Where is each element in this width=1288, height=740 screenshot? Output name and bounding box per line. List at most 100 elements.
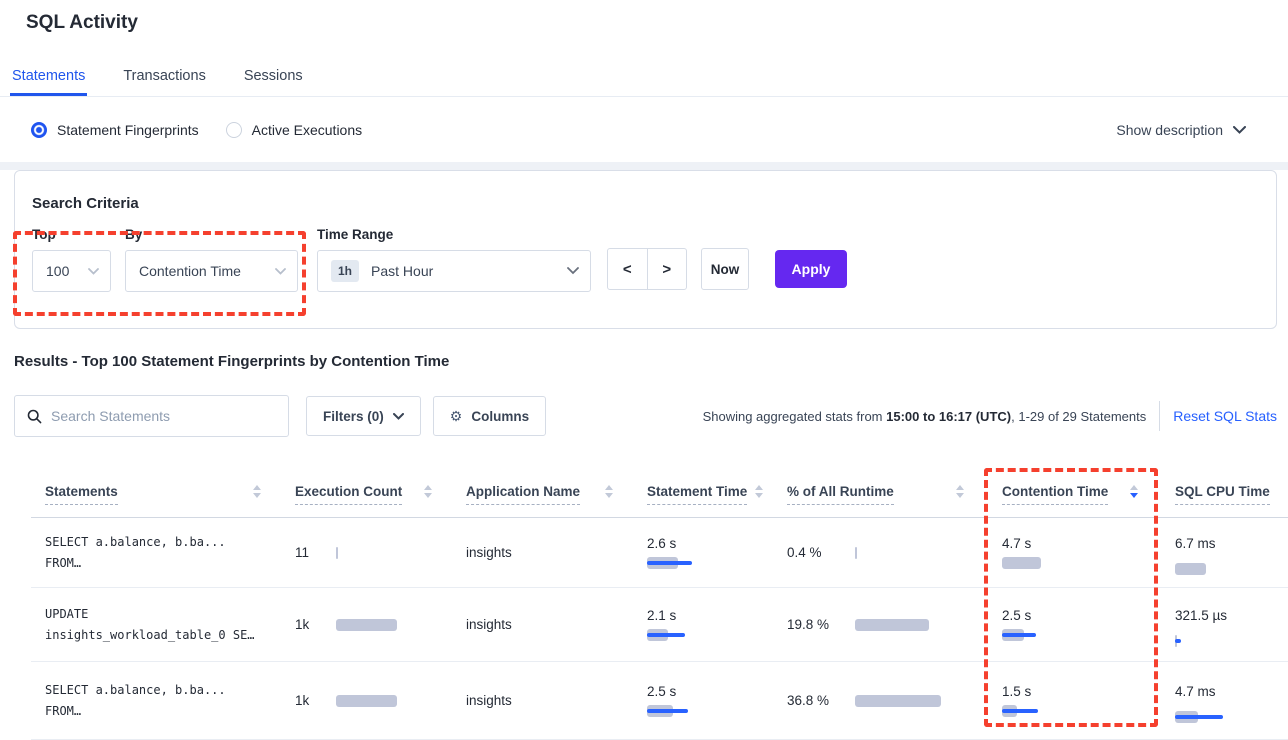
top-group: Top 100 <box>32 227 125 292</box>
column-header-contention-time[interactable]: Contention Time <box>984 484 1158 517</box>
search-criteria-controls: Top 100 By Contention Time Time Range 1h… <box>32 227 847 292</box>
runtime-pct-bar <box>855 546 965 559</box>
results-toolbar: Filters (0) ⚙ Columns Showing aggregated… <box>14 395 1277 437</box>
statement-time-cell: 2.6 s <box>633 518 773 587</box>
table-row: SELECT a.balance, b.ba... FROM… 1k insig… <box>31 662 1288 740</box>
statement-cell[interactable]: SELECT a.balance, b.ba... FROM… <box>45 534 226 570</box>
execution-count-bar <box>336 546 438 559</box>
by-label: By <box>125 227 143 242</box>
tab-transactions[interactable]: Transactions <box>123 67 206 84</box>
contention-time-cell: 1.5 s <box>984 662 1158 739</box>
radio-active-executions[interactable]: Active Executions <box>225 121 362 138</box>
showing-stats-text: Showing aggregated stats from 15:00 to 1… <box>702 408 1147 424</box>
execution-count-cell: 1k <box>281 588 452 661</box>
by-select[interactable]: Contention Time <box>125 250 298 292</box>
sql-cpu-time-bar <box>1175 562 1285 575</box>
statement-time-cell: 2.5 s <box>633 662 773 739</box>
filters-button-label: Filters (0) <box>323 408 384 424</box>
sql-cpu-time-cell: 6.7 ms <box>1158 518 1288 587</box>
filters-button[interactable]: Filters (0) <box>306 396 421 436</box>
runtime-pct-bar <box>855 618 965 631</box>
sort-icon[interactable] <box>605 485 613 498</box>
chevron-left-icon: < <box>622 260 632 278</box>
statement-time-bar <box>647 705 757 717</box>
columns-button[interactable]: ⚙ Columns <box>432 396 547 436</box>
column-header-execution-count[interactable]: Execution Count <box>281 484 452 517</box>
reset-sql-stats-link[interactable]: Reset SQL Stats <box>1173 408 1277 424</box>
apply-button[interactable]: Apply <box>775 250 847 288</box>
sort-desc-icon[interactable] <box>1130 485 1138 498</box>
chevron-right-icon: > <box>662 260 672 278</box>
execution-count-cell: 11 <box>281 518 452 587</box>
column-header-application-name[interactable]: Application Name <box>452 484 633 517</box>
search-statements-input[interactable] <box>51 408 276 424</box>
sql-cpu-time-bar <box>1175 634 1285 647</box>
next-time-button[interactable]: > <box>646 249 687 289</box>
statement-time-bar <box>647 629 757 641</box>
by-select-value: Contention Time <box>139 263 241 279</box>
show-description-toggle[interactable]: Show description <box>1116 122 1246 138</box>
sql-cpu-time-bar <box>1175 710 1285 723</box>
execution-count-bar <box>336 694 438 707</box>
now-button[interactable]: Now <box>701 248 749 290</box>
search-criteria-card: Search Criteria Top 100 By Contention Ti… <box>14 170 1277 329</box>
column-header-statements[interactable]: Statements <box>31 484 281 517</box>
chevron-down-icon <box>88 267 99 275</box>
sort-icon[interactable] <box>755 485 764 498</box>
radio-selected-icon[interactable] <box>31 121 47 138</box>
column-header-runtime-pct[interactable]: % of All Runtime <box>773 484 984 517</box>
search-statements-box <box>14 395 289 437</box>
tab-sessions[interactable]: Sessions <box>243 67 303 84</box>
chevron-down-icon <box>392 412 404 420</box>
chevron-down-icon <box>1233 125 1246 134</box>
tab-statements[interactable]: Statements <box>10 58 88 96</box>
time-range-select[interactable]: 1h Past Hour <box>317 250 591 292</box>
execution-count-cell: 1k <box>281 662 452 739</box>
tab-bar: Statements Transactions Sessions <box>0 58 1288 97</box>
statement-cell[interactable]: SELECT a.balance, b.ba... FROM… <box>45 682 226 718</box>
runtime-pct-bar <box>855 694 965 707</box>
vertical-divider <box>1159 401 1161 431</box>
contention-time-bar <box>1002 629 1112 641</box>
radio-statement-fingerprints[interactable]: Statement Fingerprints <box>31 121 199 138</box>
top-select-value: 100 <box>46 263 70 279</box>
column-header-sql-cpu-time[interactable]: SQL CPU Time <box>1158 484 1288 517</box>
time-range-value-wrap: 1h Past Hour <box>331 260 433 282</box>
radio-unselected-icon[interactable] <box>225 121 242 138</box>
runtime-pct-cell: 36.8 % <box>773 662 984 739</box>
statement-cell[interactable]: UPDATE insights_workload_table_0 SE… <box>45 606 255 642</box>
application-name-cell: insights <box>466 545 512 560</box>
runtime-pct-cell: 0.4 % <box>773 518 984 587</box>
table-header-row: Statements Execution Count Application N… <box>31 458 1288 518</box>
sort-icon[interactable] <box>424 485 432 498</box>
sql-cpu-time-cell: 4.7 ms <box>1158 662 1288 739</box>
column-header-statement-time[interactable]: Statement Time <box>633 484 773 517</box>
sql-cpu-time-cell: 321.5 µs <box>1158 588 1288 661</box>
now-button-label: Now <box>710 261 740 277</box>
runtime-pct-cell: 19.8 % <box>773 588 984 661</box>
sort-icon[interactable] <box>253 485 261 498</box>
search-criteria-heading: Search Criteria <box>32 195 139 212</box>
sort-icon[interactable] <box>956 485 964 498</box>
time-range-value: Past Hour <box>371 263 434 279</box>
results-heading: Results - Top 100 Statement Fingerprints… <box>14 353 450 370</box>
page-title: SQL Activity <box>26 12 138 33</box>
top-label: Top <box>32 227 56 242</box>
table-row: UPDATE insights_workload_table_0 SE… 1k … <box>31 588 1288 662</box>
prev-time-button[interactable]: < <box>608 249 647 289</box>
by-group: By Contention Time <box>125 227 298 292</box>
statements-table: Statements Execution Count Application N… <box>31 458 1288 740</box>
statement-time-bar <box>647 557 757 569</box>
show-description-label: Show description <box>1116 121 1223 138</box>
radio-statement-fingerprints-label: Statement Fingerprints <box>57 121 199 138</box>
search-icon <box>27 409 42 424</box>
contention-time-cell: 2.5 s <box>984 588 1158 661</box>
section-divider <box>0 162 1288 170</box>
statement-time-cell: 2.1 s <box>633 588 773 661</box>
application-name-cell: insights <box>466 693 512 708</box>
gear-icon: ⚙ <box>449 407 463 424</box>
time-range-group: Time Range 1h Past Hour <box>317 227 591 292</box>
chevron-down-icon <box>275 267 286 275</box>
contention-time-cell: 4.7 s <box>984 518 1158 587</box>
top-select[interactable]: 100 <box>32 250 111 292</box>
